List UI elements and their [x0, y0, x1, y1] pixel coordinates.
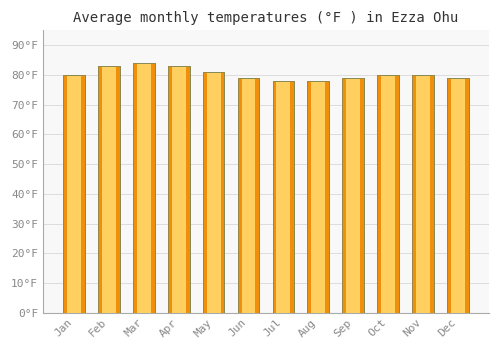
Bar [238, 78, 242, 313]
Bar [203, 72, 206, 313]
Bar [360, 78, 364, 313]
Bar [272, 81, 294, 313]
Bar [377, 75, 399, 313]
Bar [377, 75, 399, 313]
Bar [150, 63, 154, 313]
Bar [168, 66, 172, 313]
Bar [272, 81, 294, 313]
Title: Average monthly temperatures (°F ) in Ezza Ohu: Average monthly temperatures (°F ) in Ez… [74, 11, 458, 25]
Bar [203, 72, 224, 313]
Bar [308, 81, 312, 313]
Bar [168, 66, 190, 313]
Bar [203, 72, 224, 313]
Bar [290, 81, 294, 313]
Bar [98, 66, 120, 313]
Bar [98, 66, 102, 313]
Bar [464, 78, 468, 313]
Bar [412, 75, 416, 313]
Bar [133, 63, 154, 313]
Bar [342, 78, 346, 313]
Bar [256, 78, 260, 313]
Bar [63, 75, 85, 313]
Bar [447, 78, 468, 313]
Bar [447, 78, 451, 313]
Bar [133, 63, 154, 313]
Bar [133, 63, 137, 313]
Bar [412, 75, 434, 313]
Bar [220, 72, 224, 313]
Bar [325, 81, 329, 313]
Bar [308, 81, 329, 313]
Bar [186, 66, 190, 313]
Bar [98, 66, 120, 313]
Bar [238, 78, 260, 313]
Bar [342, 78, 364, 313]
Bar [116, 66, 120, 313]
Bar [447, 78, 468, 313]
Bar [430, 75, 434, 313]
Bar [308, 81, 329, 313]
Bar [395, 75, 399, 313]
Bar [63, 75, 67, 313]
Bar [377, 75, 381, 313]
Bar [412, 75, 434, 313]
Bar [168, 66, 190, 313]
Bar [81, 75, 85, 313]
Bar [272, 81, 276, 313]
Bar [342, 78, 364, 313]
Bar [63, 75, 85, 313]
Bar [238, 78, 260, 313]
